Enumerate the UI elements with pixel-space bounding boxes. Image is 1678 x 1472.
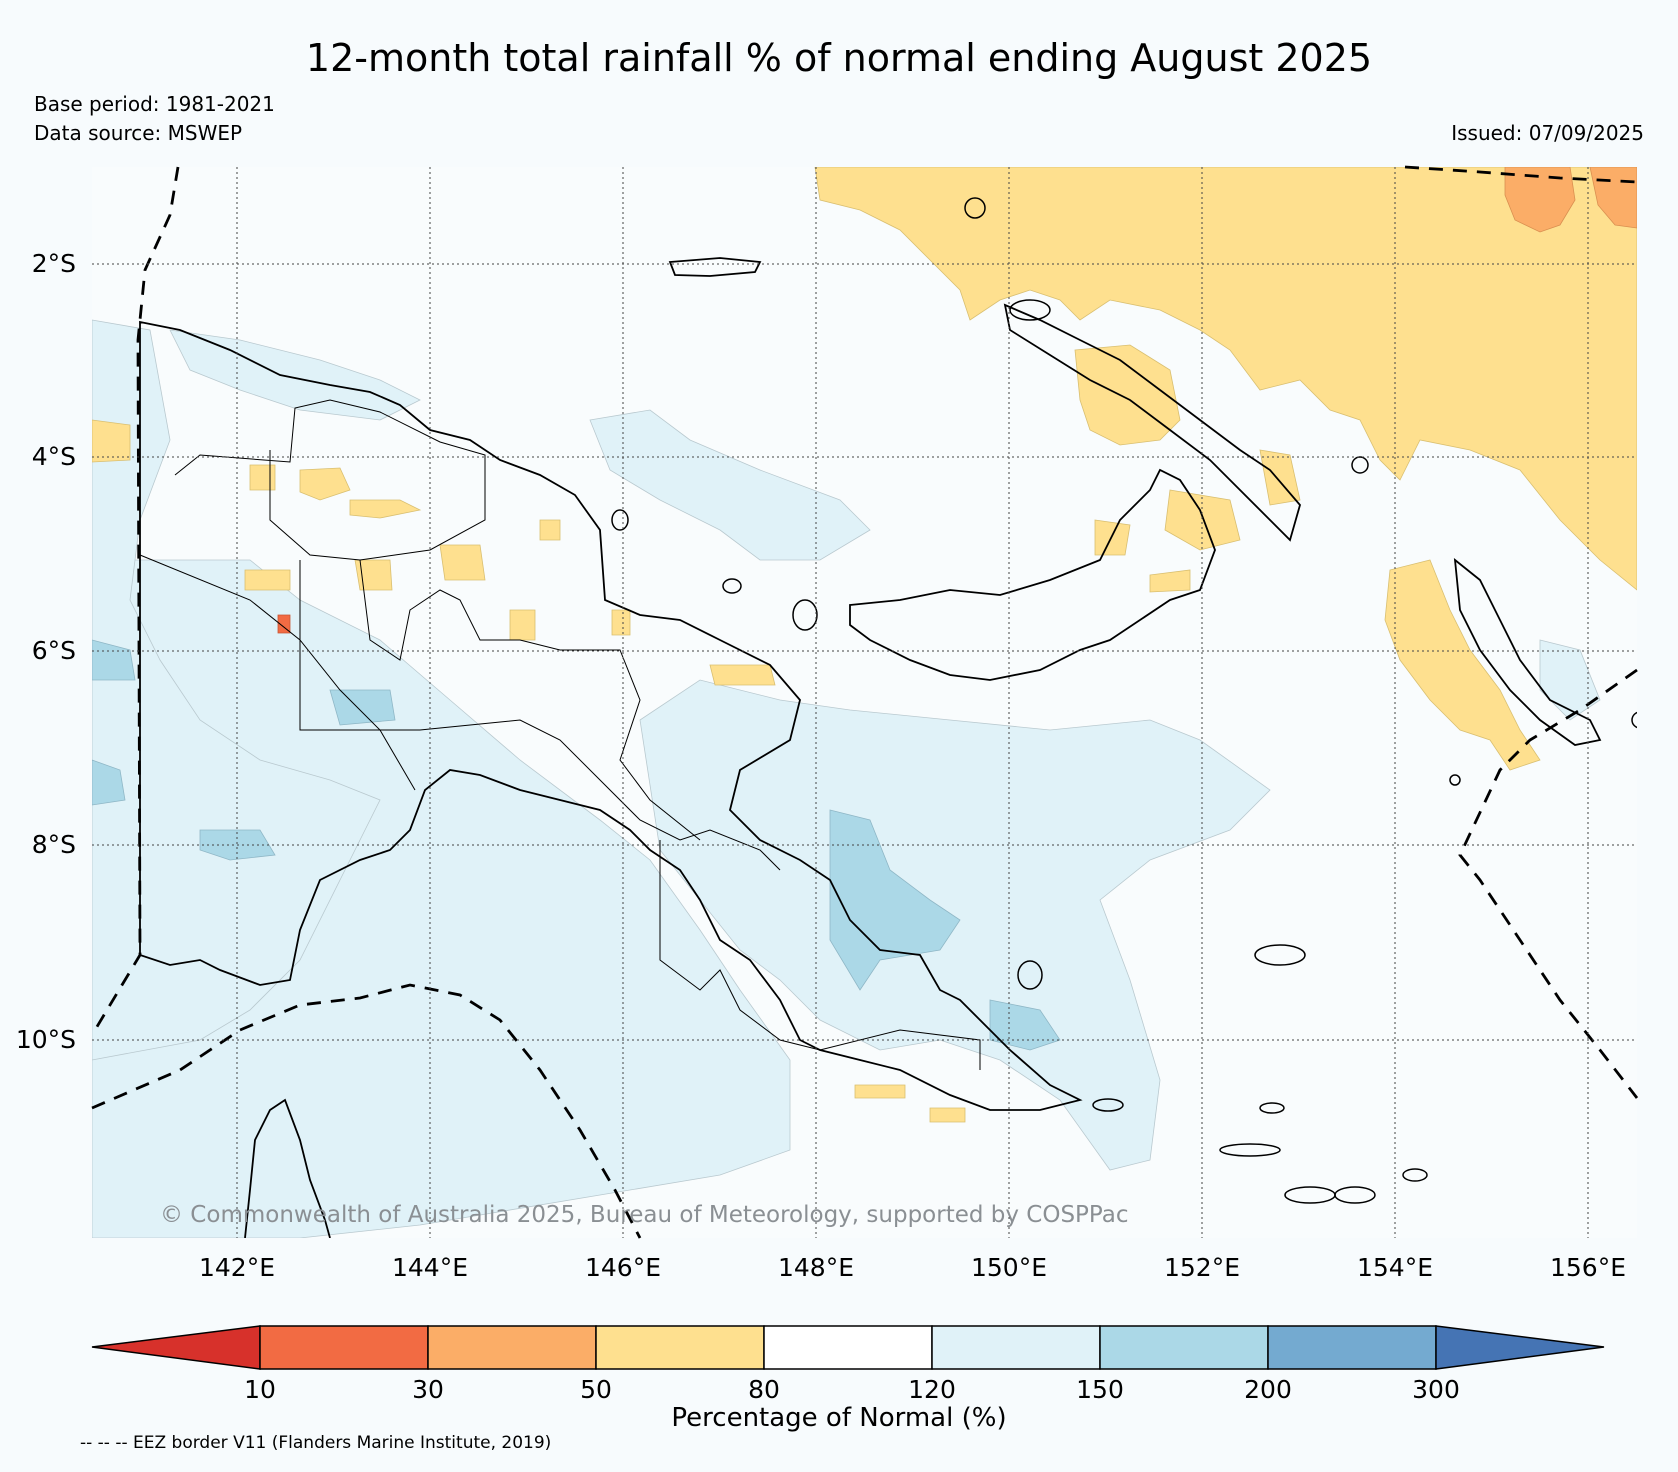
rain-zone-50-80-east [1384,559,1541,771]
rain-zone-50-80-k [439,544,486,581]
rain-zone-30-50-c [277,614,291,634]
lon-label-146e: 146°E [585,1253,661,1282]
lon-label-156e: 156°E [1550,1253,1626,1282]
colorbar-segment-150-200 [1099,1325,1269,1370]
rain-zone-50-80-newbritain [1074,344,1181,446]
rain-zone-50-80-g [349,499,422,519]
colorbar-segment-80-120 [763,1325,933,1370]
lat-label-4s: 4°S [32,442,76,471]
rain-zone-150-200-c [92,639,136,681]
rain-zone-50-80-e [1149,569,1191,593]
colorbar-segment-120-150 [931,1325,1101,1370]
colorbar-tick-300: 300 [1412,1375,1460,1404]
colorbar-tick-50: 50 [580,1375,612,1404]
rain-zone-50-80-o [354,559,393,591]
rain-zone-120-150-sepik [169,329,421,421]
rain-zone-30-50-a [1504,167,1576,233]
colorbar-tick-120: 120 [908,1375,956,1404]
rain-zone-150-200-a [829,809,961,991]
colorbar-tick-150: 150 [1076,1375,1124,1404]
lon-label-152e: 152°E [1164,1253,1240,1282]
rain-zone-120-150-southwest [92,559,791,1238]
new-ireland-coastline [1003,303,1301,542]
rain-zone-150-200-e [92,759,126,806]
colorbar-segment-10-30 [259,1325,429,1370]
colorbar-extend-high [1435,1325,1605,1370]
lat-label-2s: 2°S [32,249,76,278]
new-britain-coastline [849,468,1216,681]
rain-zone-50-80-northeast [814,167,1637,591]
colorbar-label: Percentage of Normal (%) [671,1403,1007,1433]
rain-zone-50-80-q [929,1107,966,1123]
colorbar-segment-30-50 [427,1325,597,1370]
manus-coastline [668,257,762,277]
rain-zone-120-150-east [1539,639,1601,721]
data-source-text: Data source: MSWEP [34,121,243,145]
map-title: 12-month total rainfall % of normal endi… [305,36,1373,80]
colorbar-tick-10: 10 [244,1375,276,1404]
colorbar-segment-200-300 [1267,1325,1437,1370]
eez-border-note: -- -- -- EEZ border V11 (Flanders Marine… [80,1433,552,1453]
rain-zone-50-80-p [854,1084,906,1099]
issued-date-text: Issued: 07/09/2025 [1451,121,1644,145]
rain-zone-50-80-b [1164,489,1241,551]
rain-zone-50-80-h [92,419,131,463]
rain-zone-150-200-d [329,689,396,726]
rain-zone-50-80-i [249,464,276,491]
colorbar-extend-low [91,1325,261,1370]
colorbar [91,1325,1605,1370]
small-islands [611,197,1637,1204]
colorbar-tick-30: 30 [412,1375,444,1404]
lon-label-144e: 144°E [392,1253,468,1282]
rain-zone-120-150-north [589,409,871,561]
rain-zone-50-80-c [1259,449,1301,506]
rain-zone-50-80-f [299,467,351,501]
lon-label-142e: 142°E [199,1253,275,1282]
lat-label-6s: 6°S [32,636,76,665]
base-period-text: Base period: 1981-2021 [34,92,275,116]
rain-zone-150-200-b [989,999,1061,1051]
eez-borders [90,165,1639,1239]
rain-zone-50-80-m [611,609,631,636]
cape-york-coastline [244,1098,331,1238]
map-area [92,167,1637,1238]
rain-zone-50-80-d [1094,519,1131,556]
colorbar-tick-200: 200 [1244,1375,1292,1404]
bougainville-coastline [1453,557,1602,746]
graticule [92,167,1637,1238]
lon-label-154e: 154°E [1357,1253,1433,1282]
lat-label-8s: 8°S [32,830,76,859]
colorbar-segment-50-80 [595,1325,765,1370]
rain-zone-120-150-west [92,319,381,1061]
lon-label-150e: 150°E [971,1253,1047,1282]
rain-zone-50-80-r [244,569,291,591]
colorbar-ticks: 10 30 50 80 120 150 200 300 [244,1375,1460,1404]
lon-label-148e: 148°E [778,1253,854,1282]
copyright-notice: © Commonwealth of Australia 2025, Bureau… [160,1202,1129,1228]
rain-zone-50-80-l [509,609,536,641]
lat-label-10s: 10°S [16,1025,76,1054]
rain-zone-50-80-n [709,664,776,686]
png-mainland-coastline [139,320,1083,1111]
rain-zone-50-80-j [539,519,561,541]
colorbar-tick-80: 80 [748,1375,780,1404]
province-boundaries [139,399,981,1070]
